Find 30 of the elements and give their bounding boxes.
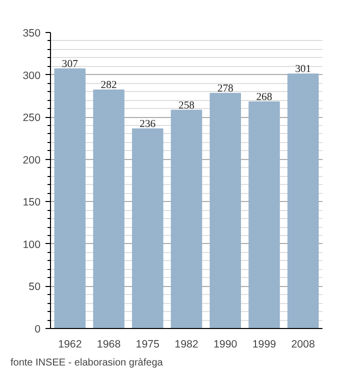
x-tick-label: 1968	[96, 338, 121, 350]
data-label: 236	[140, 118, 156, 130]
y-tick-label: 100	[22, 238, 41, 251]
y-tick-label: 200	[22, 154, 41, 166]
y-tick-label: 300	[22, 70, 41, 82]
bar	[54, 68, 86, 328]
data-label: 258	[178, 100, 194, 112]
x-tick-label: 2008	[291, 338, 315, 350]
x-tick-label: 1999	[252, 338, 276, 350]
source-note: fonte INSEE - elaborasion gràfega	[10, 358, 164, 368]
data-label: 282	[100, 80, 117, 92]
data-label: 301	[295, 64, 312, 75]
x-tick-label: 1975	[136, 338, 160, 350]
data-label: 307	[62, 58, 79, 70]
x-tick-label: 1990	[214, 338, 238, 350]
x-tick-label: 1982	[174, 338, 198, 350]
bar	[132, 128, 164, 328]
x-tick-label: 1962	[58, 338, 82, 350]
data-label: 278	[217, 83, 234, 94]
bar	[248, 101, 280, 328]
bar	[93, 90, 124, 328]
y-tick-label: 350	[22, 28, 41, 40]
bar	[210, 92, 242, 328]
y-tick-label: 50	[28, 281, 41, 294]
bar	[170, 110, 202, 328]
data-label: 268	[256, 92, 272, 103]
bar	[287, 73, 319, 328]
y-tick-label: 150	[22, 196, 41, 209]
y-tick-label: 250	[22, 112, 41, 124]
y-tick-label: 0	[34, 324, 41, 336]
